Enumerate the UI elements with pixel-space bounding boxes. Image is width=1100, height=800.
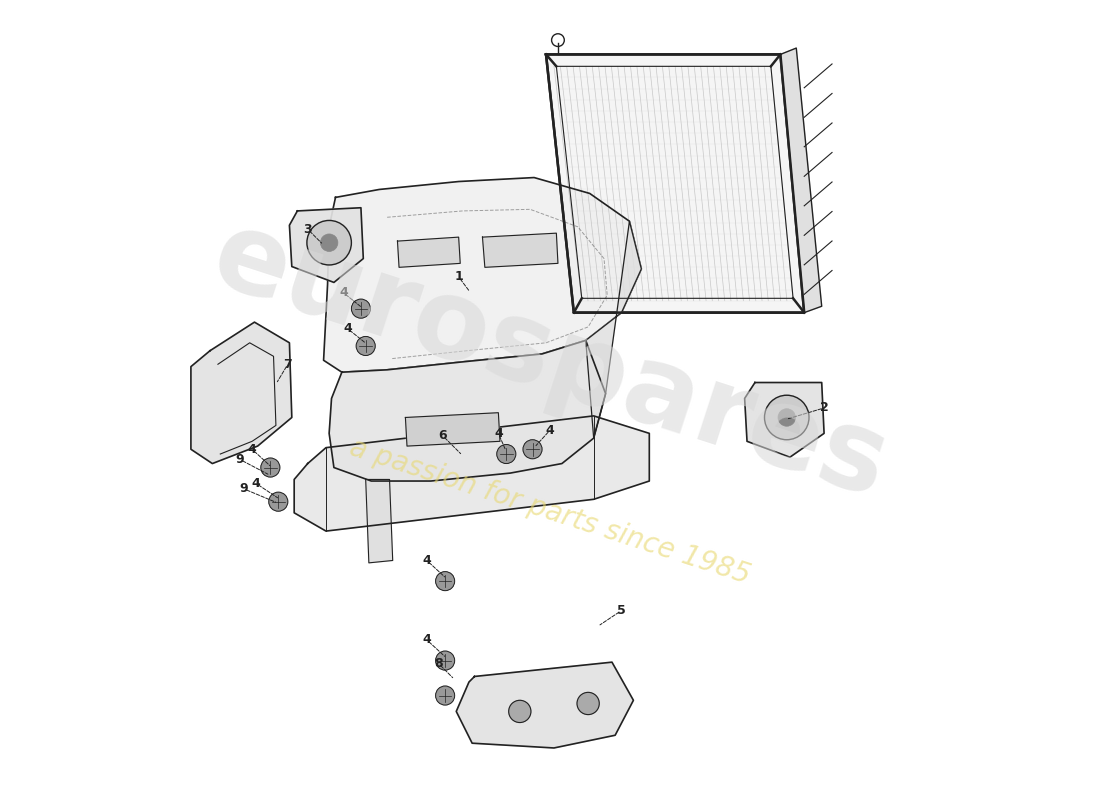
Polygon shape bbox=[323, 178, 641, 372]
Circle shape bbox=[778, 409, 795, 426]
Polygon shape bbox=[456, 662, 634, 748]
Circle shape bbox=[261, 458, 279, 477]
Text: 8: 8 bbox=[434, 658, 443, 670]
Text: 1: 1 bbox=[454, 270, 463, 283]
Text: 4: 4 bbox=[343, 322, 352, 335]
Circle shape bbox=[436, 571, 454, 590]
Text: 4: 4 bbox=[494, 427, 503, 440]
Text: 4: 4 bbox=[248, 442, 256, 456]
Circle shape bbox=[508, 700, 531, 722]
Circle shape bbox=[578, 692, 600, 714]
Polygon shape bbox=[397, 237, 460, 267]
Text: 4: 4 bbox=[546, 424, 554, 437]
Text: a passion for parts since 1985: a passion for parts since 1985 bbox=[346, 433, 754, 590]
Circle shape bbox=[356, 337, 375, 355]
Circle shape bbox=[307, 221, 351, 265]
Text: 4: 4 bbox=[339, 286, 348, 299]
Polygon shape bbox=[483, 233, 558, 267]
Text: 6: 6 bbox=[439, 430, 447, 442]
Circle shape bbox=[497, 445, 516, 463]
Text: 9: 9 bbox=[240, 482, 249, 495]
Circle shape bbox=[268, 492, 288, 511]
Text: 2: 2 bbox=[820, 402, 828, 414]
Text: 3: 3 bbox=[304, 222, 312, 236]
Circle shape bbox=[436, 651, 454, 670]
Text: 9: 9 bbox=[235, 453, 244, 466]
Circle shape bbox=[351, 299, 371, 318]
Polygon shape bbox=[329, 341, 606, 481]
Text: 4: 4 bbox=[422, 634, 431, 646]
Circle shape bbox=[436, 686, 454, 705]
Polygon shape bbox=[780, 48, 822, 313]
Text: 7: 7 bbox=[284, 358, 293, 370]
Circle shape bbox=[522, 440, 542, 458]
Polygon shape bbox=[546, 54, 804, 313]
Text: 5: 5 bbox=[617, 604, 626, 617]
Polygon shape bbox=[191, 322, 292, 463]
Text: eurospares: eurospares bbox=[199, 201, 901, 520]
Polygon shape bbox=[365, 479, 393, 563]
Polygon shape bbox=[406, 413, 499, 446]
Polygon shape bbox=[294, 416, 649, 531]
Circle shape bbox=[320, 234, 338, 251]
Polygon shape bbox=[745, 382, 824, 457]
Polygon shape bbox=[586, 222, 641, 438]
Polygon shape bbox=[289, 208, 363, 282]
Text: 4: 4 bbox=[422, 554, 431, 567]
Text: 4: 4 bbox=[252, 477, 261, 490]
Circle shape bbox=[764, 395, 808, 440]
